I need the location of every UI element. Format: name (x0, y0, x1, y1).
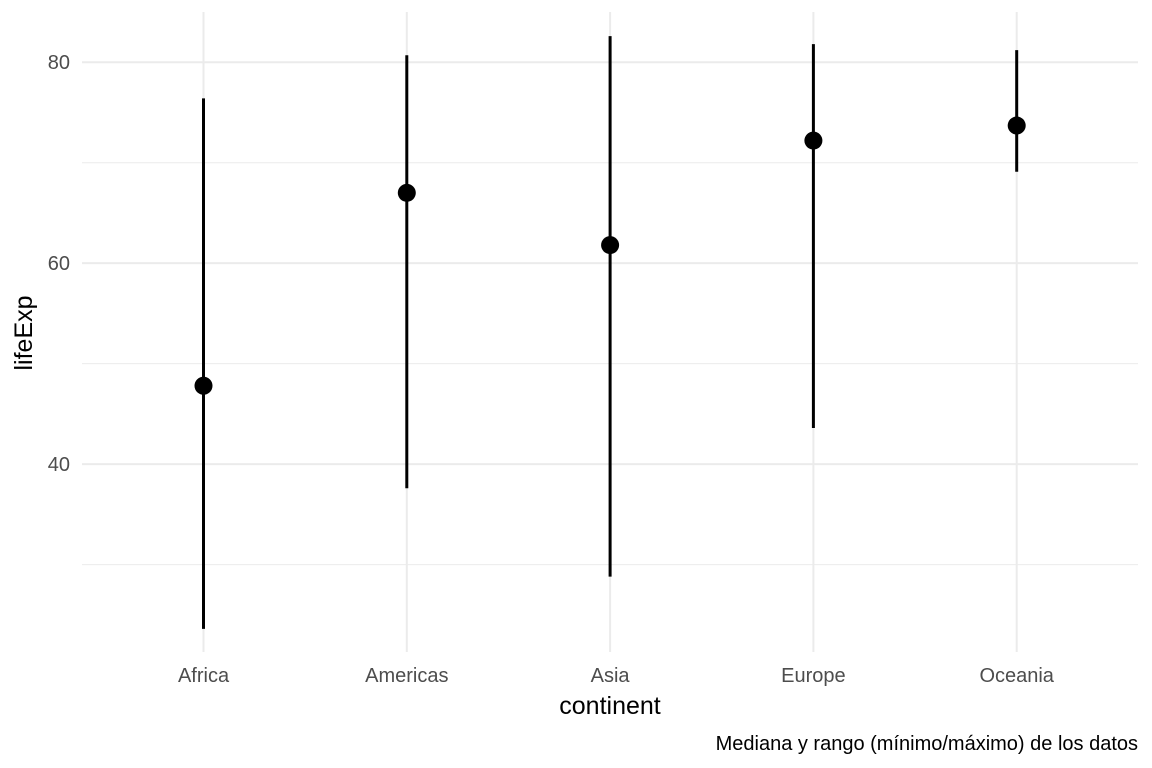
y-tick-label: 60 (48, 253, 70, 275)
y-tick-label: 80 (48, 52, 70, 74)
median-point-americas (397, 183, 416, 202)
median-point-africa (194, 376, 213, 395)
x-tick-label: Asia (591, 665, 631, 687)
x-tick-label: Africa (178, 665, 230, 687)
y-axis-ticks: 40 60 80 (48, 52, 70, 476)
data-marks (194, 36, 1026, 629)
x-tick-label: Americas (365, 665, 448, 687)
median-point-asia (601, 236, 620, 255)
median-point-europe (804, 131, 823, 150)
x-tick-label: Oceania (979, 665, 1054, 687)
x-axis-ticks: Africa Americas Asia Europe Oceania (178, 665, 1055, 687)
x-axis-title: continent (559, 692, 661, 720)
median-point-oceania (1007, 116, 1026, 135)
chart-caption: Mediana y rango (mínimo/máximo) de los d… (716, 733, 1138, 755)
x-tick-label: Europe (781, 665, 846, 687)
y-axis-title: lifeExp (10, 295, 38, 370)
y-tick-label: 40 (48, 454, 70, 476)
